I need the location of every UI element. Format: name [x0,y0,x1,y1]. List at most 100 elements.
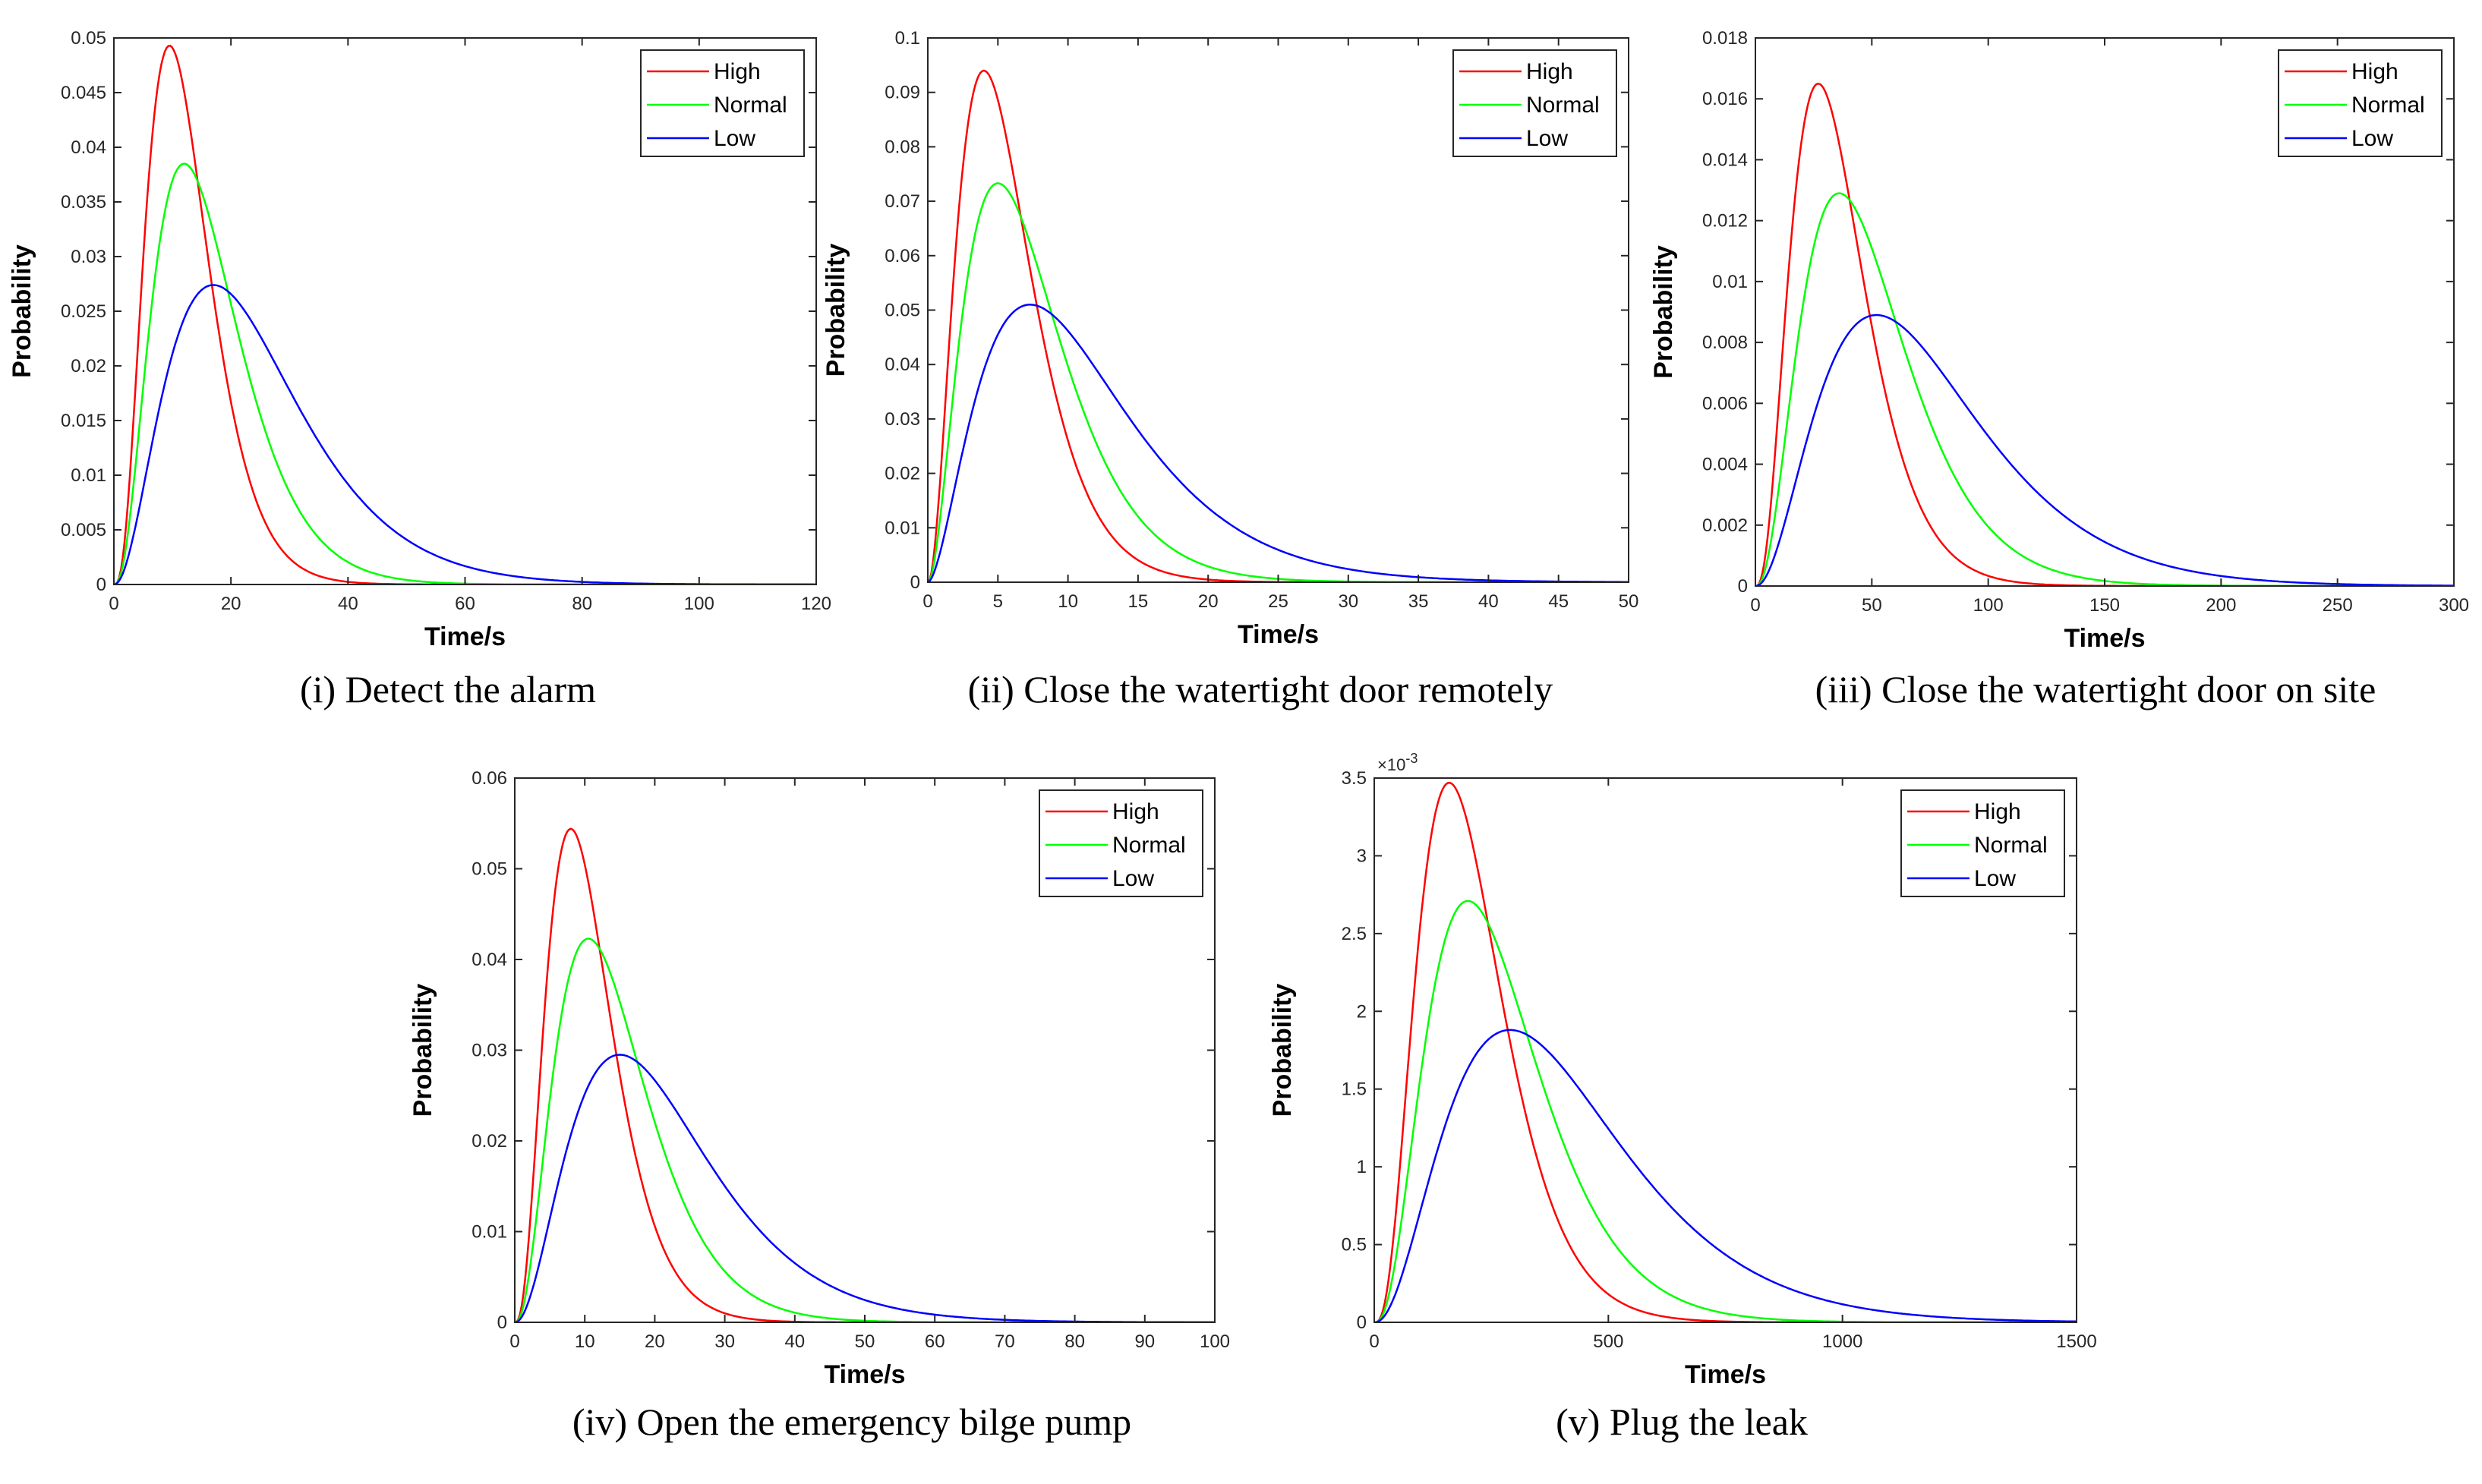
legend-label-high: High [1112,799,1159,824]
y-tick-label: 0 [96,575,106,595]
y-tick-label: 1 [1357,1157,1367,1177]
y-tick-label: 3.5 [1342,768,1367,789]
y-tick-label: 0 [1357,1312,1367,1333]
y-tick-label: 0.035 [61,192,106,213]
panel-caption: (ii) Close the watertight door remotely [968,668,1553,710]
series-line-low [1374,1029,2077,1322]
legend-label-high: High [714,59,761,84]
x-tick-label: 150 [2089,595,2120,616]
x-tick-label: 30 [714,1331,735,1352]
y-tick-label: 0.005 [61,520,106,540]
chart-panel-5: 0 500 1000 150000.511.522.533.5×10-3Time/sP… [1268,751,2097,1443]
y-tick-label: 0.018 [1702,28,1748,49]
y-axis-exponent-power: -3 [1405,751,1418,766]
x-tick-label: 300 [2439,595,2469,616]
y-tick-label: 0.015 [61,411,106,431]
x-axis-label: Time/s [1238,620,1319,649]
x-tick-label: 70 [995,1331,1015,1352]
legend-label-low: Low [1526,126,1568,151]
y-tick-label: 0.002 [1702,515,1748,536]
chart-panel-2: 0 5 10 15 20 25 30 35 40 45 50 0 0.01 0.02 0.03 0.04 0.0… [822,28,1638,710]
x-tick-label: 20 [645,1331,665,1352]
legend: High Normal Low [1039,789,1203,897]
series-line-low [928,304,1629,582]
x-axis-label: Time/s [2064,624,2145,653]
x-tick-label: 1500 [2056,1331,2096,1352]
x-tick-label: 25 [1268,591,1288,612]
x-tick-label: 60 [925,1331,945,1352]
x-tick-label: 0 [109,594,118,614]
panel-caption: (iii) Close the watertight door on site [1815,668,2376,710]
y-tick-label: 0.006 [1702,393,1748,414]
x-tick-label: 200 [2206,595,2236,616]
y-tick-label: 0.016 [1702,89,1748,109]
y-tick-label: 0.04 [471,950,507,970]
y-tick-label: 0.025 [61,301,106,322]
x-tick-label: 250 [2323,595,2353,616]
x-tick-label: 0 [1369,1331,1379,1352]
x-tick-label: 0 [922,591,932,612]
x-tick-label: 10 [575,1331,595,1352]
legend-label-normal: Normal [714,93,787,118]
x-tick-label: 120 [801,594,831,614]
y-tick-label: 0.008 [1702,332,1748,353]
y-tick-label: 3 [1357,846,1367,866]
legend-label-normal: Normal [1112,833,1186,858]
y-tick-label: 0.05 [71,28,106,49]
series-line-high [114,44,816,584]
panel-caption: (iv) Open the emergency bilge pump [572,1401,1131,1443]
x-tick-label: 50 [855,1331,875,1352]
x-tick-label: 40 [338,594,358,614]
x-tick-label: 15 [1128,591,1149,612]
legend-label-high: High [1526,59,1573,84]
x-tick-label: 40 [1478,591,1499,612]
y-tick-label: 0.01 [1712,272,1748,292]
y-axis-label: Probability [1268,984,1297,1117]
y-tick-label: 2 [1357,1001,1367,1022]
legend: High Normal Low [2278,49,2443,157]
x-tick-label: 90 [1134,1331,1155,1352]
x-axis-label: Time/s [1685,1360,1766,1389]
legend: High Normal Low [1452,49,1617,157]
y-tick-label: 0.06 [471,768,507,789]
x-axis-label: Time/s [424,622,506,651]
x-tick-label: 50 [1862,595,1882,616]
x-tick-label: 1000 [1822,1331,1862,1352]
x-tick-label: 40 [784,1331,805,1352]
x-axis-label: Time/s [824,1360,905,1389]
y-axis-label: Probability [8,244,36,378]
y-tick-label: 0.09 [885,83,920,103]
x-tick-label: 100 [1200,1331,1230,1352]
y-tick-label: 0.08 [885,137,920,157]
y-tick-label: 0.012 [1702,211,1748,232]
x-tick-label: 80 [572,594,592,614]
y-tick-label: 0 [497,1312,507,1333]
x-tick-label: 0 [509,1331,519,1352]
x-tick-label: 100 [1973,595,2004,616]
x-tick-label: 0 [1750,595,1760,616]
y-tick-label: 0.03 [885,409,920,430]
x-tick-label: 80 [1064,1331,1085,1352]
x-tick-label: 45 [1548,591,1569,612]
y-tick-label: 0.01 [71,465,106,486]
chart-panel-4: 0 10 20 30 40 50 60 70 80 90 100 0 0.01 0.02 0.03 0.04 0… [408,768,1230,1443]
y-tick-label: 0.04 [885,354,920,375]
y-tick-label: 0.07 [885,191,920,212]
y-tick-label: 0.03 [471,1041,507,1061]
series-line-high [1374,781,2077,1322]
y-tick-label: 0.5 [1342,1235,1367,1256]
x-tick-label: 5 [993,591,1003,612]
y-tick-label: 0.02 [471,1131,507,1152]
y-tick-label: 0.02 [71,356,106,377]
y-tick-label: 0 [1738,576,1748,597]
x-tick-label: 20 [221,594,241,614]
panel-caption: (i) Detect the alarm [300,668,596,710]
y-tick-label: 0.05 [885,301,920,321]
chart-panel-3: 0 50 100 150 200 250 300 0 0.002 0.004 0.006 0.008 0… [1649,28,2469,710]
y-tick-label: 0.04 [71,137,106,158]
legend-label-high: High [2351,59,2398,84]
y-tick-label: 1.5 [1342,1079,1367,1100]
series-line-high [515,827,1215,1322]
y-tick-label: 0.014 [1702,150,1748,170]
